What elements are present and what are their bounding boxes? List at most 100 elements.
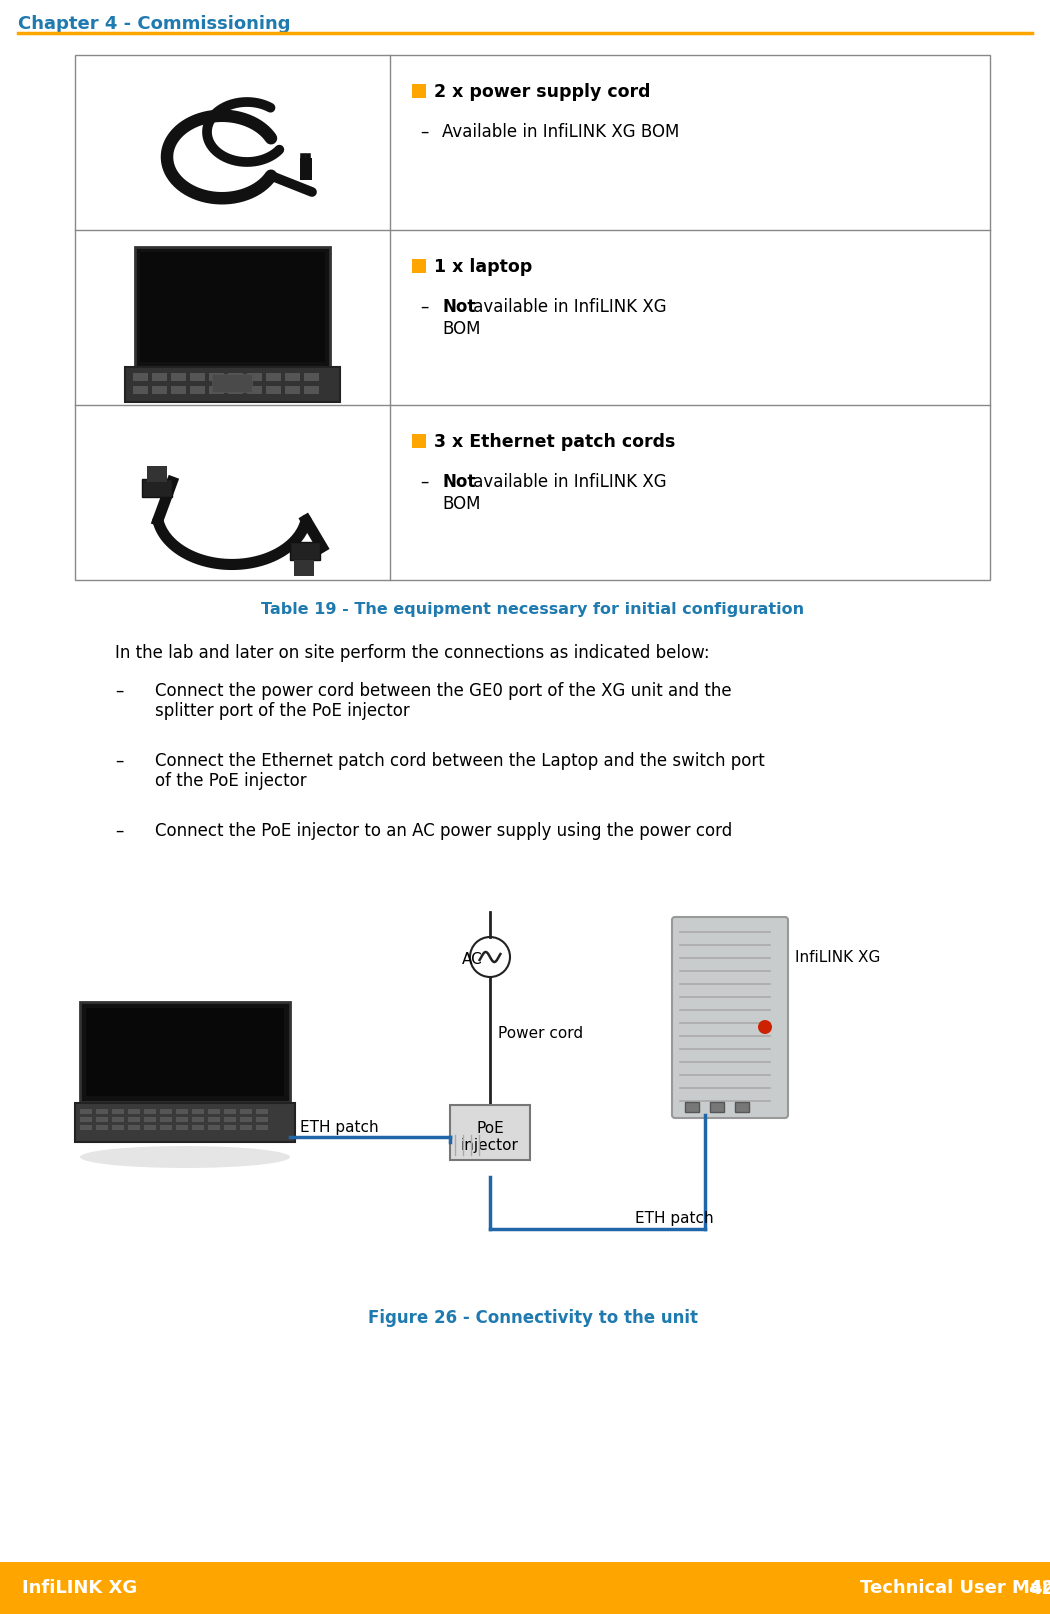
Bar [152,386,167,394]
Text: Chapter 4 - Commissioning: Chapter 4 - Commissioning [18,15,291,32]
Bar [228,386,243,394]
Text: Not: Not [442,299,476,316]
Text: 3 x Ethernet patch cords: 3 x Ethernet patch cords [434,433,675,450]
Bar [86,1009,284,1096]
Bar [176,1125,188,1130]
Bar [224,1117,236,1122]
Bar [266,386,281,394]
Bar [412,434,426,449]
Text: Connect the PoE injector to an AC power supply using the power cord: Connect the PoE injector to an AC power … [155,822,732,839]
Bar [192,1117,204,1122]
Bar [80,1002,290,1102]
Text: In the lab and later on site perform the connections as indicated below:: In the lab and later on site perform the… [116,644,710,662]
Bar [192,1109,204,1114]
Bar [256,1125,268,1130]
Text: –: – [116,683,124,700]
Bar [192,1125,204,1130]
Bar [190,386,205,394]
Bar [125,366,340,402]
Bar [450,1106,530,1160]
Text: 42: 42 [1028,1578,1050,1598]
Bar [75,1102,295,1143]
Bar [412,84,426,98]
Text: 1 x laptop: 1 x laptop [434,258,532,276]
Bar [256,1109,268,1114]
Text: Connect the power cord between the GE0 port of the XG unit and the: Connect the power cord between the GE0 p… [155,683,732,700]
Bar [247,373,262,381]
Text: Not: Not [442,473,476,491]
Bar [128,1109,140,1114]
Bar [171,386,186,394]
Bar [685,1102,699,1112]
Bar [209,386,224,394]
Bar [224,1125,236,1130]
Bar [190,373,205,381]
Bar [144,1109,156,1114]
Bar [142,479,172,497]
Bar [710,1102,724,1112]
Circle shape [758,1020,772,1035]
Text: Technical User Manual: Technical User Manual [860,1578,1050,1596]
Bar [75,55,990,579]
Bar [96,1125,108,1130]
Bar [208,1109,220,1114]
Bar [735,1102,749,1112]
Ellipse shape [80,1146,290,1169]
Circle shape [470,938,510,976]
Bar [112,1125,124,1130]
Bar [240,1109,252,1114]
Bar [96,1117,108,1122]
Text: InfiLINK XG: InfiLINK XG [795,951,880,965]
Ellipse shape [132,371,332,392]
Text: Figure 26 - Connectivity to the unit: Figure 26 - Connectivity to the unit [368,1309,697,1327]
Bar [176,1117,188,1122]
Text: available in InfiLINK XG: available in InfiLINK XG [467,299,666,316]
Text: 2 x power supply cord: 2 x power supply cord [434,82,651,102]
Text: splitter port of the PoE injector: splitter port of the PoE injector [155,702,410,720]
Bar [224,1109,236,1114]
Bar [209,373,224,381]
Bar [304,373,319,381]
Bar [285,386,300,394]
Bar [112,1109,124,1114]
Bar [160,1125,172,1130]
Bar [133,386,148,394]
Bar [294,560,314,576]
Bar [128,1117,140,1122]
Text: Available in InfiLINK XG BOM: Available in InfiLINK XG BOM [442,123,679,140]
Text: BOM: BOM [442,495,481,513]
Text: Power cord: Power cord [498,1027,583,1041]
Text: ETH patch: ETH patch [635,1210,714,1227]
Bar [96,1109,108,1114]
Bar [256,1117,268,1122]
Bar [147,466,167,483]
Bar [208,1117,220,1122]
Text: of the PoE injector: of the PoE injector [155,771,307,789]
FancyBboxPatch shape [672,917,788,1119]
Bar [140,252,326,362]
Bar [160,1109,172,1114]
Text: ETH patch: ETH patch [300,1120,379,1135]
Text: InfiLINK XG: InfiLINK XG [22,1578,138,1596]
Bar [144,1125,156,1130]
Bar [240,1117,252,1122]
Bar [80,1109,92,1114]
Bar [133,373,148,381]
Bar [152,373,167,381]
Bar [266,373,281,381]
Text: –: – [116,822,124,839]
Text: available in InfiLINK XG: available in InfiLINK XG [467,473,666,491]
Text: AC: AC [462,952,483,967]
Bar [208,1125,220,1130]
Bar [0,1562,1050,1614]
Bar [304,386,319,394]
Bar [290,542,320,560]
Bar [240,1125,252,1130]
Text: –: – [116,752,124,770]
Bar [160,1117,172,1122]
Bar [412,258,426,273]
Bar [80,1117,92,1122]
Bar [176,1109,188,1114]
Bar [171,373,186,381]
Bar [80,1125,92,1130]
